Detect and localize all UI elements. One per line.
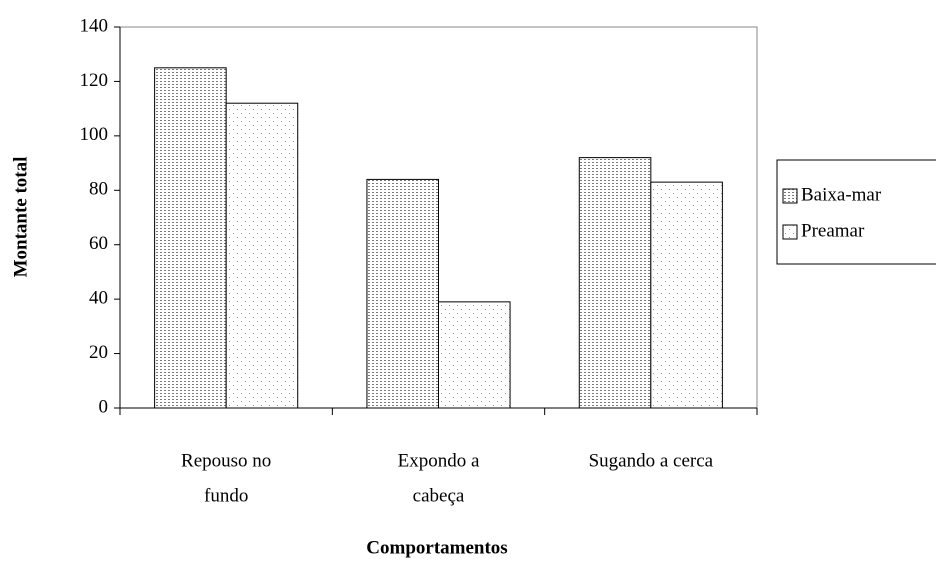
y-axis-title: Montante total: [10, 157, 31, 278]
bar: [578, 157, 652, 409]
x-tick-label: Expondo a: [398, 450, 480, 471]
x-axis-title: Comportamentos: [366, 537, 507, 558]
y-tick-label: 80: [89, 179, 108, 200]
y-tick-label: 100: [80, 124, 109, 145]
y-tick-label: 20: [89, 342, 108, 363]
y-tick-label: 140: [80, 15, 109, 36]
legend-box: [776, 159, 936, 265]
bar: [438, 301, 511, 409]
legend-swatch: [782, 224, 798, 240]
bar: [650, 181, 723, 409]
legend-swatch: [782, 188, 798, 204]
legend-label: Preamar: [801, 220, 865, 241]
legend-label: Baixa-mar: [801, 184, 882, 205]
y-tick-label: 0: [99, 396, 109, 417]
bar: [225, 102, 299, 409]
x-tick-label: Sugando a cerca: [589, 450, 714, 471]
x-tick-label: cabeça: [413, 485, 465, 506]
y-tick-label: 40: [89, 288, 108, 309]
y-tick-label: 120: [80, 70, 109, 91]
x-tick-label: Repouso no: [181, 450, 271, 471]
bar: [154, 67, 227, 409]
y-tick-label: 60: [89, 233, 108, 254]
bar: [366, 178, 439, 409]
x-tick-label: fundo: [204, 485, 248, 506]
